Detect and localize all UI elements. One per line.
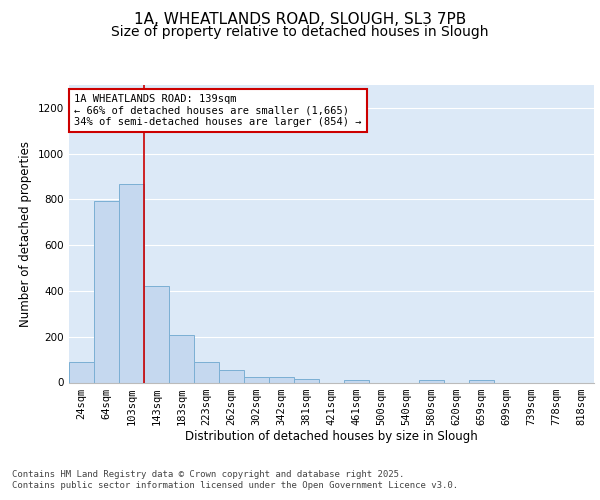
Bar: [294, 379, 319, 382]
Bar: [469, 380, 494, 382]
Bar: [94, 201, 119, 382]
Text: Contains HM Land Registry data © Crown copyright and database right 2025.: Contains HM Land Registry data © Crown c…: [12, 470, 404, 479]
Bar: [194, 362, 219, 382]
Text: Contains public sector information licensed under the Open Government Licence v3: Contains public sector information licen…: [12, 481, 458, 490]
Bar: [419, 380, 444, 382]
Bar: [69, 362, 94, 382]
Bar: [244, 378, 269, 382]
Text: Size of property relative to detached houses in Slough: Size of property relative to detached ho…: [111, 25, 489, 39]
Bar: [219, 370, 244, 382]
Text: 1A WHEATLANDS ROAD: 139sqm
← 66% of detached houses are smaller (1,665)
34% of s: 1A WHEATLANDS ROAD: 139sqm ← 66% of deta…: [74, 94, 362, 127]
Bar: [344, 380, 369, 382]
Bar: [144, 286, 169, 382]
Bar: [169, 336, 194, 382]
Bar: [119, 184, 144, 382]
X-axis label: Distribution of detached houses by size in Slough: Distribution of detached houses by size …: [185, 430, 478, 444]
Bar: [269, 378, 294, 382]
Text: 1A, WHEATLANDS ROAD, SLOUGH, SL3 7PB: 1A, WHEATLANDS ROAD, SLOUGH, SL3 7PB: [134, 12, 466, 28]
Y-axis label: Number of detached properties: Number of detached properties: [19, 141, 32, 327]
